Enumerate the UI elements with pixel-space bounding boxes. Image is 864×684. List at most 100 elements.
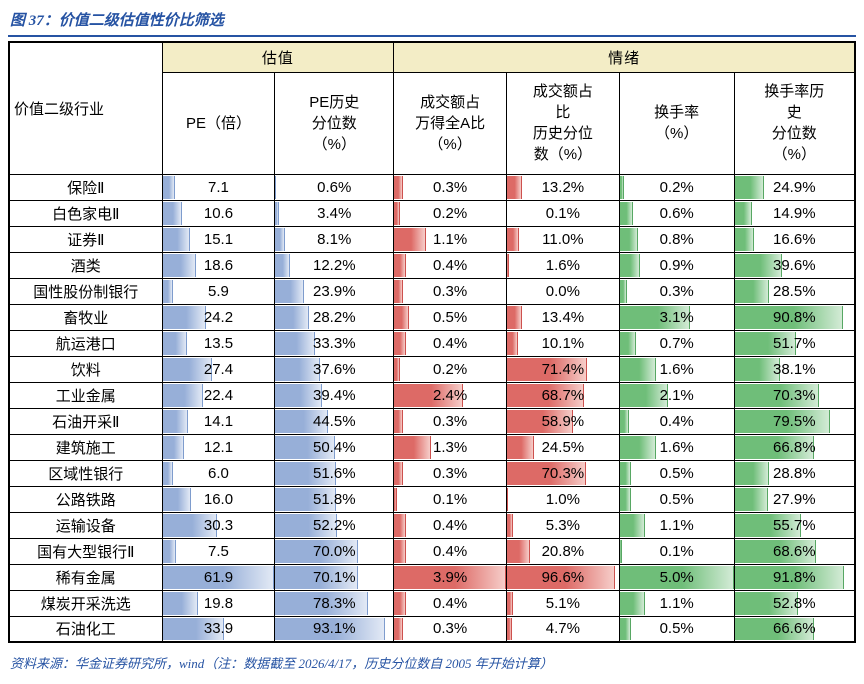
column-header-cell: 换手率历 史 分位数 （%） <box>733 71 856 175</box>
value-cell: 0.1% <box>505 199 620 227</box>
data-bar <box>619 331 636 355</box>
value-text: 71.4% <box>541 360 585 378</box>
value-text: 10.6 <box>203 204 234 222</box>
value-text: 0.2% <box>432 204 468 222</box>
value-text: 50.4% <box>313 438 356 456</box>
value-cell: 1.1% <box>393 225 507 253</box>
value-text: 8.1% <box>317 230 352 248</box>
data-bar <box>506 357 587 381</box>
data-bar <box>394 383 463 407</box>
data-bar <box>275 357 320 381</box>
value-text: 15.1 <box>203 230 234 248</box>
value-cell: 1.3% <box>393 433 507 461</box>
table-head: 价值二级行业 估值 情绪 PE（倍） PE历史 分位数 （%） 成交额占 万得全A比 （%… <box>8 41 856 175</box>
table-row: 证券Ⅱ 15.1 8.1% 1.1% 11.0% 0.8% 16.6% <box>8 225 856 253</box>
value-text: 0.8% <box>659 230 694 248</box>
value-text: 58.9% <box>541 412 585 430</box>
value-cell: 51.7% <box>733 329 856 357</box>
data-bar <box>275 461 337 485</box>
value-text: 0.2% <box>432 360 468 378</box>
value-text: 7.1 <box>208 178 229 196</box>
value-text: 20.8% <box>541 542 585 560</box>
data-bar <box>619 279 627 303</box>
value-cell: 3.4% <box>274 199 395 227</box>
industry-label: 区域性银行 <box>8 459 163 487</box>
value-cell: 1.0% <box>505 485 620 513</box>
data-bar <box>734 461 769 485</box>
value-text: 14.9% <box>773 204 816 222</box>
value-text: 22.4 <box>203 386 234 404</box>
value-cell: 91.8% <box>733 563 856 591</box>
value-cell: 0.2% <box>393 199 507 227</box>
value-cell: 51.8% <box>274 485 395 513</box>
value-text: 1.1% <box>659 516 694 534</box>
data-bar <box>275 201 280 225</box>
data-bar <box>619 435 657 459</box>
value-cell: 93.1% <box>274 615 395 643</box>
data-bar <box>734 565 845 589</box>
table-row: 石油化工 33.9 93.1% 0.3% 4.7% 0.5% 66.6% <box>8 615 856 643</box>
data-bar <box>734 487 768 511</box>
value-cell: 0.4% <box>393 251 507 279</box>
value-cell: 0.5% <box>618 485 735 513</box>
data-bar <box>734 617 815 640</box>
data-bar <box>734 357 781 381</box>
data-bar <box>619 487 632 511</box>
value-cell: 28.8% <box>733 459 856 487</box>
data-bar <box>619 175 625 199</box>
data-bar <box>394 175 403 199</box>
value-text: 30.3 <box>203 516 234 534</box>
value-text: 5.0% <box>659 568 694 586</box>
value-cell: 0.8% <box>618 225 735 253</box>
table-row: 国性股份制银行 5.9 23.9% 0.3% 0.0% 0.3% 28.5% <box>8 277 856 305</box>
value-cell: 0.3% <box>393 615 507 643</box>
data-bar <box>506 253 509 277</box>
value-text: 0.5% <box>659 490 694 508</box>
value-text: 66.6% <box>773 620 816 638</box>
value-cell: 19.8 <box>161 589 276 617</box>
data-bar <box>619 565 734 589</box>
value-cell: 52.2% <box>274 511 395 539</box>
value-text: 27.4 <box>203 360 234 378</box>
industry-label: 保险Ⅱ <box>8 173 163 201</box>
value-text: 0.6% <box>659 204 694 222</box>
table-row: 稀有金属 61.9 70.1% 3.9% 96.6% 5.0% 91.8% <box>8 563 856 591</box>
value-cell: 5.1% <box>505 589 620 617</box>
value-cell: 0.2% <box>618 173 735 201</box>
value-text: 39.4% <box>313 386 356 404</box>
value-text: 44.5% <box>313 412 356 430</box>
value-text: 78.3% <box>313 594 356 612</box>
data-bar <box>506 409 573 433</box>
value-cell: 0.5% <box>393 303 507 331</box>
data-bar <box>619 539 623 563</box>
value-cell: 2.4% <box>393 381 507 409</box>
value-cell: 66.6% <box>733 615 856 643</box>
value-cell: 33.3% <box>274 329 395 357</box>
data-bar <box>162 565 275 589</box>
value-text: 16.6% <box>773 230 816 248</box>
value-cell: 0.4% <box>393 589 507 617</box>
data-bar <box>619 409 629 433</box>
data-bar <box>619 227 638 251</box>
data-bar <box>394 227 426 251</box>
industry-label: 石油开采Ⅱ <box>8 407 163 435</box>
data-bar <box>619 513 645 537</box>
table-body: 保险Ⅱ 7.1 0.6% 0.3% 13.2% 0.2% 24.9% 白色家电Ⅱ 10.6 3.4… <box>8 173 856 643</box>
data-bar <box>162 253 197 277</box>
value-text: 38.1% <box>773 360 816 378</box>
data-bar <box>275 409 328 433</box>
value-cell: 8.1% <box>274 225 395 253</box>
value-text: 70.1% <box>313 568 356 586</box>
data-bar <box>734 175 765 199</box>
data-bar <box>394 487 398 511</box>
data-bar <box>162 383 204 407</box>
value-text: 96.6% <box>541 568 585 586</box>
value-text: 0.3% <box>432 412 468 430</box>
data-bar <box>275 565 358 589</box>
value-cell: 27.9% <box>733 485 856 513</box>
value-cell: 10.1% <box>505 329 620 357</box>
value-text: 55.7% <box>773 516 816 534</box>
value-text: 2.1% <box>659 386 694 404</box>
data-bar <box>394 279 403 303</box>
